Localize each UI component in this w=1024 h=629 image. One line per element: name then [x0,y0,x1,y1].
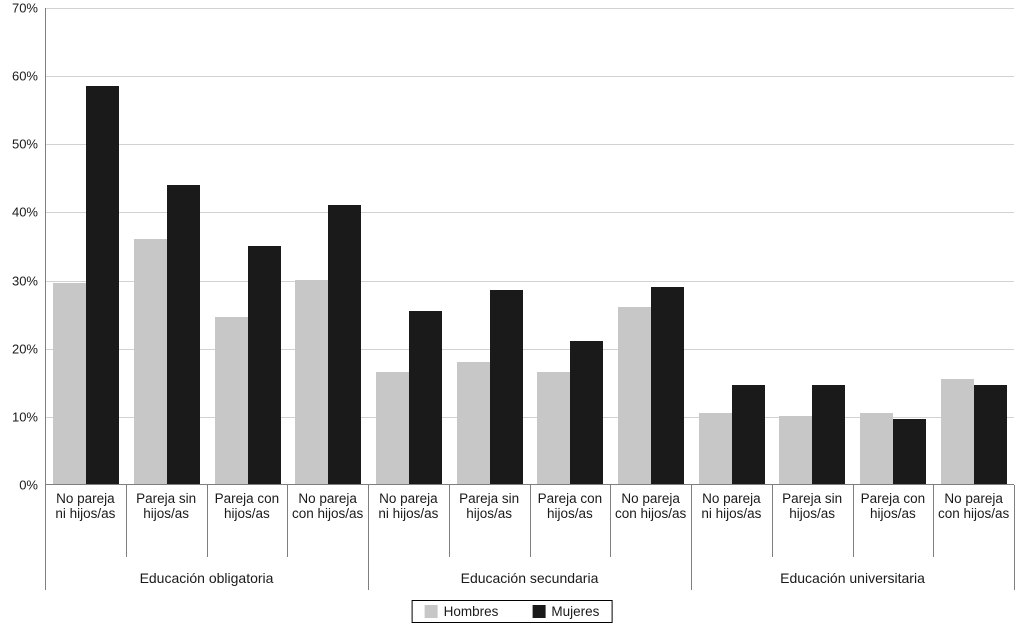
bar-hombres [376,371,410,484]
category-label: Pareja con hijos/as [537,491,603,522]
bar-pair [207,8,288,484]
category-label: No pareja con hijos/as [291,491,364,522]
gridline [46,212,1014,214]
legend: Hombres Mujeres [411,600,613,623]
gridline [46,416,1014,418]
y-axis-label: 0% [19,477,38,493]
bar-hombres [214,317,248,484]
bar-hombres [134,239,167,484]
bar-hombres [456,361,490,484]
bar-mujeres [247,246,281,484]
category-labels: No pareja ni hijos/as Pareja sin hijos/as… [45,491,1014,522]
gridline [46,144,1014,146]
gridline [46,280,1014,282]
legend-label: Mujeres [551,604,600,619]
bar-hombres [940,378,974,484]
gridline [46,348,1014,350]
group-label: Educación universitaria [780,570,925,586]
bar-mujeres [651,286,685,484]
bar-hombres [779,416,813,484]
bar-mujeres [893,419,927,484]
category-label: Pareja con hijos/as [214,491,280,522]
gridline [46,76,1014,78]
y-axis: 0% 10% 20% 30% 40% 50% 60% 70% [0,0,40,500]
bar-hombres [295,280,329,484]
gridline [46,8,1014,9]
bar-mujeres [489,290,523,484]
y-axis-label: 30% [11,273,38,289]
y-axis-label: 10% [11,409,38,425]
legend-item: Mujeres [532,604,599,619]
category-label: No pareja ni hijos/as [378,491,439,522]
bar-pair [288,8,369,484]
legend-label: Hombres [443,604,499,619]
bar-mujeres [570,341,604,484]
bar-hombres [698,412,732,484]
bar-mujeres [812,385,846,484]
legend-swatch-hombres [424,605,438,618]
legend-item: Hombres [424,604,499,619]
plot-area [45,8,1014,485]
y-axis-label: 50% [11,136,38,152]
bar-hombres [860,412,894,484]
y-axis-label: 20% [11,341,38,357]
bar-mujeres [731,385,765,484]
bar-hombres [618,307,652,484]
category-label: No pareja con hijos/as [937,491,1010,522]
bar-pair [611,8,692,484]
group-label: Educación obligatoria [139,570,274,586]
bar-mujeres [409,310,443,484]
category-label: Pareja sin hijos/as [459,491,520,522]
bar-pair [933,8,1014,484]
bar-mujeres [328,205,362,484]
y-axis-label: 60% [11,68,38,84]
bar-pair [449,8,530,484]
y-axis-label: 70% [11,0,38,16]
category-label: Pareja sin hijos/as [136,491,197,522]
bar-pair [853,8,934,484]
bar-pair [369,8,450,484]
category-label: Pareja sin hijos/as [782,491,843,522]
bar-pair [46,8,127,484]
group-labels: Educación obligatoria Educación secundari… [45,570,1014,586]
bar-mujeres [973,385,1007,484]
group-separator-tick [1014,485,1015,590]
y-axis-label: 40% [11,204,38,220]
bar-pair [530,8,611,484]
bar-mujeres [86,86,120,484]
category-label: No pareja con hijos/as [614,491,687,522]
bar-pair [691,8,772,484]
bar-pair [127,8,208,484]
bar-pair [772,8,853,484]
category-label: Pareja con hijos/as [860,491,926,522]
category-label: No pareja ni hijos/as [701,491,762,522]
bar-hombres [53,283,87,484]
bars-layer [46,8,1014,484]
legend-swatch-mujeres [532,605,546,618]
bar-mujeres [167,184,200,484]
bar-hombres [537,371,571,484]
group-label: Educación secundaria [460,570,599,586]
category-label: No pareja ni hijos/as [55,491,116,522]
